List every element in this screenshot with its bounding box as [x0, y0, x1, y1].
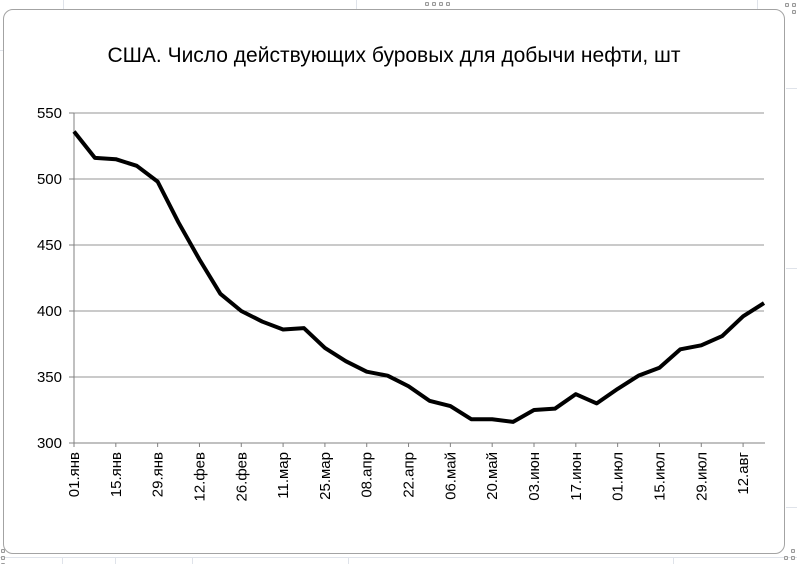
svg-text:25.мар: 25.мар	[317, 452, 334, 500]
svg-text:15.июл: 15.июл	[651, 452, 668, 501]
svg-text:15.янв: 15.янв	[108, 452, 125, 497]
svg-text:06.май: 06.май	[442, 452, 459, 500]
worksheet-gridline	[115, 557, 116, 564]
svg-text:12.фев: 12.фев	[191, 452, 208, 502]
chart-object[interactable]: 300 350 400 450 500 550 01.янв 15.янв 29.янв 12.ф…	[3, 9, 785, 554]
worksheet-gridline	[0, 557, 797, 558]
line-chart-svg: 300 350 400 450 500 550 01.янв 15.янв 29.янв 12.ф…	[37, 105, 766, 502]
svg-text:11.мар: 11.мар	[275, 452, 292, 499]
svg-text:26.фев: 26.фев	[233, 452, 250, 502]
worksheet-gridline	[62, 557, 63, 564]
svg-text:29.июл: 29.июл	[693, 452, 710, 501]
svg-text:01.июл: 01.июл	[610, 452, 627, 501]
svg-text:450: 450	[37, 237, 62, 254]
svg-text:20.май: 20.май	[484, 452, 501, 500]
chart-title: США. Число действующих буровых для добыч…	[107, 44, 681, 67]
worksheet-gridline	[63, 0, 64, 9]
svg-text:300: 300	[37, 435, 62, 452]
worksheet-gridline	[356, 0, 357, 9]
chart-resize-handle-top-right[interactable]	[785, 3, 796, 14]
worksheet-gridline	[757, 0, 758, 9]
svg-text:550: 550	[37, 105, 62, 122]
worksheet-gridline	[673, 557, 674, 564]
worksheet-gridline	[348, 557, 349, 564]
worksheet-gridline	[786, 268, 797, 269]
worksheet-gridline	[786, 88, 797, 89]
svg-text:400: 400	[37, 303, 62, 320]
worksheet-gridline	[786, 507, 797, 508]
chart-resize-handle-bottom-right[interactable]	[784, 549, 795, 560]
svg-text:01.янв: 01.янв	[66, 452, 83, 497]
worksheet-gridline	[192, 557, 193, 564]
svg-text:22.апр: 22.апр	[401, 452, 418, 498]
svg-text:08.апр: 08.апр	[359, 452, 376, 498]
worksheet-gridline	[0, 50, 3, 51]
svg-text:350: 350	[37, 369, 62, 386]
svg-text:17.июн: 17.июн	[568, 452, 585, 501]
svg-text:500: 500	[37, 171, 62, 188]
svg-text:29.янв: 29.янв	[150, 452, 167, 497]
svg-text:03.июн: 03.июн	[526, 452, 543, 501]
chart-resize-handle-bottom-left[interactable]	[1, 549, 12, 564]
svg-text:12.авг: 12.авг	[735, 451, 752, 494]
chart-resize-handle-top[interactable]	[425, 2, 450, 6]
